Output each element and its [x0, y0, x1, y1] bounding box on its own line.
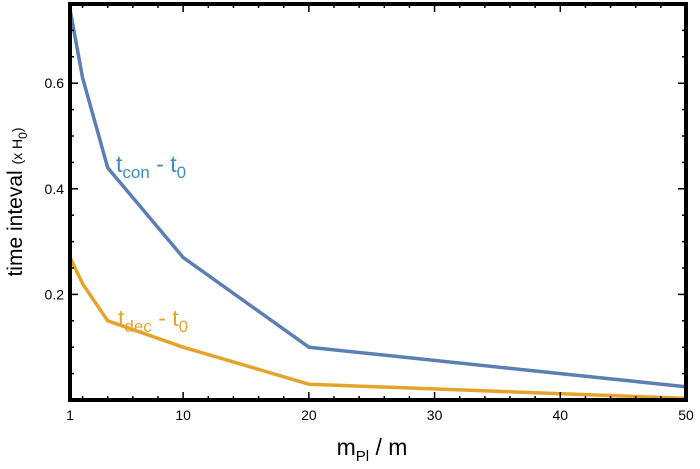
series-label-dec-base: t — [118, 305, 125, 331]
y-tick-label-2: 0.6 — [45, 75, 65, 91]
series-layer — [68, 8, 687, 401]
series-label-dec-sub1: dec — [124, 317, 152, 336]
x-axis-title-rest: / m — [369, 434, 407, 460]
series-label-con-sub1: con — [122, 163, 149, 182]
x-axis-title-main: m — [337, 434, 356, 460]
y-axis-title-sub: 0 — [16, 132, 30, 139]
series-label-dec: tdec - t0 — [118, 305, 188, 336]
series-label-con-base: t — [116, 151, 123, 177]
ticks-layer: 1 10 20 30 40 50 0.2 0.4 0.6 — [45, 4, 694, 423]
series-label-con: tcon - t0 — [116, 151, 186, 182]
series-line-1 — [68, 256, 687, 401]
y-tick-label-1: 0.4 — [45, 181, 65, 197]
x-axis-title: mPl / m — [337, 434, 408, 465]
y-tick-label-0: 0.2 — [45, 286, 65, 302]
series-line-0 — [68, 8, 687, 389]
x-tick-label-1: 10 — [175, 407, 191, 423]
x-axis-title-sub: Pl — [356, 448, 369, 465]
x-tick-label-3: 30 — [427, 407, 443, 423]
y-axis-title: time inteval (x H0) — [4, 127, 30, 276]
x-tick-label-2: 20 — [301, 407, 317, 423]
y-axis-title-main: time inteval — [4, 164, 27, 276]
y-axis-title-close: ) — [9, 127, 25, 132]
x-tick-label-0: 1 — [66, 407, 74, 423]
series-label-dec-mid: - t — [152, 305, 179, 331]
series-label-con-mid: - t — [150, 151, 177, 177]
x-tick-label-5: 50 — [678, 407, 694, 423]
y-axis-title-small: (x H — [9, 139, 25, 165]
series-label-con-sub2: 0 — [177, 163, 186, 182]
series-label-dec-sub2: 0 — [179, 317, 188, 336]
plot-frame — [68, 2, 688, 402]
x-tick-label-4: 40 — [552, 407, 568, 423]
